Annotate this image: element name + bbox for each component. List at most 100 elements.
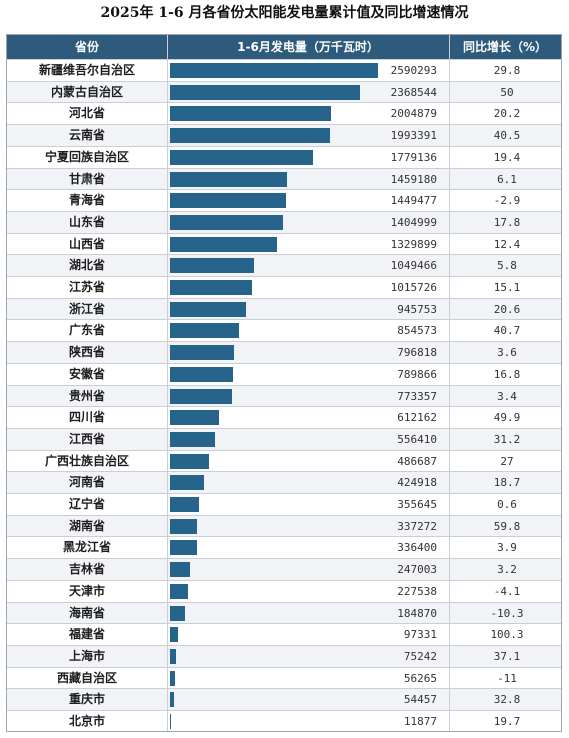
- bar: [170, 280, 252, 295]
- yoy-label: 100.3: [490, 628, 524, 642]
- bar: [170, 214, 283, 230]
- yoy-label: -11: [497, 671, 517, 685]
- table-row: 江苏省 1015726 15.1: [7, 276, 561, 298]
- yoy-label: -4.1: [493, 584, 521, 598]
- bar: [170, 714, 171, 729]
- bar: [170, 63, 378, 78]
- value-label: 1779136: [390, 150, 437, 164]
- value-label: 2004879: [390, 107, 437, 121]
- province-label: 新疆维吾尔自治区: [38, 63, 135, 77]
- province-label: 贵州省: [68, 388, 105, 403]
- table-row: 江西省 556410 31.2: [7, 427, 561, 450]
- table-header: 省份 1-6月发电量（万千瓦时） 同比增长（%）: [7, 35, 561, 59]
- yoy-label: -2.9: [493, 194, 521, 208]
- province-label: 海南省: [68, 605, 105, 620]
- bar: [170, 518, 198, 534]
- yoy-label: 20.2: [493, 107, 521, 121]
- bar: [170, 301, 246, 317]
- bar: [170, 106, 331, 122]
- bar: [170, 345, 234, 361]
- header-value: 1-6月发电量（万千瓦时）: [237, 40, 379, 54]
- yoy-label: 3.9: [497, 541, 517, 555]
- value-label: 2590293: [390, 64, 437, 77]
- value-label: 97331: [403, 628, 437, 642]
- yoy-label: 6.1: [497, 172, 517, 186]
- province-label: 青海省: [68, 193, 105, 208]
- table-row: 黑龙江省 336400 3.9: [7, 536, 561, 558]
- table-row: 云南省 1993391 40.5: [7, 124, 561, 147]
- table-row: 天津市 227538 -4.1: [7, 579, 561, 602]
- header-province: 省份: [74, 40, 99, 54]
- value-label: 1015726: [390, 281, 437, 294]
- table-row: 湖南省 337272 59.8: [7, 514, 561, 537]
- yoy-label: 32.8: [493, 693, 521, 707]
- province-label: 重庆市: [68, 692, 105, 707]
- province-label: 河北省: [68, 106, 105, 121]
- province-label: 黑龙江省: [62, 540, 111, 555]
- province-label: 福建省: [68, 627, 105, 642]
- yoy-label: 37.1: [493, 649, 521, 663]
- bar: [170, 583, 189, 599]
- province-label: 湖南省: [68, 518, 105, 533]
- yoy-label: 5.8: [497, 259, 517, 273]
- yoy-label: 15.1: [493, 281, 521, 294]
- province-label: 西藏自治区: [56, 670, 117, 685]
- table-row: 上海市 75242 37.1: [7, 644, 561, 667]
- value-label: 486687: [397, 454, 437, 468]
- province-label: 浙江省: [68, 301, 105, 316]
- value-label: 75242: [403, 649, 437, 663]
- province-label: 上海市: [68, 648, 105, 663]
- value-label: 2368544: [390, 85, 437, 99]
- bar: [170, 431, 215, 447]
- table-row: 吉林省 247003 3.2: [7, 558, 561, 581]
- province-label: 甘肃省: [68, 171, 105, 186]
- bar: [170, 171, 288, 187]
- bar: [170, 323, 239, 339]
- table-row: 山东省 1404999 17.8: [7, 210, 561, 233]
- province-label: 湖北省: [68, 258, 105, 273]
- value-label: 336400: [397, 541, 437, 555]
- table-row: 辽宁省 355645 0.6: [7, 493, 561, 515]
- bar: [170, 410, 220, 426]
- province-label: 辽宁省: [68, 497, 105, 511]
- value-label: 796818: [397, 346, 437, 360]
- yoy-label: 29.8: [493, 64, 521, 77]
- value-label: 1329899: [390, 237, 437, 251]
- table-row: 新疆维吾尔自治区 2590293 29.8: [7, 59, 561, 81]
- value-label: 247003: [397, 563, 437, 577]
- bar: [170, 388, 233, 404]
- yoy-label: 20.6: [493, 302, 521, 316]
- yoy-label: 17.8: [493, 215, 521, 229]
- yoy-label: -10.3: [490, 606, 524, 620]
- yoy-label: 40.7: [493, 324, 521, 338]
- table-row: 河北省 2004879 20.2: [7, 102, 561, 124]
- value-label: 184870: [397, 606, 437, 620]
- bar: [170, 605, 185, 621]
- yoy-label: 18.7: [493, 476, 521, 490]
- yoy-label: 27: [500, 454, 514, 468]
- yoy-label: 3.4: [497, 389, 517, 403]
- province-label: 陕西省: [68, 345, 105, 360]
- yoy-label: 40.5: [493, 129, 521, 143]
- table-row: 宁夏回族自治区 1779136 19.4: [7, 145, 561, 168]
- province-label: 安徽省: [68, 366, 105, 381]
- table-row: 青海省 1449477 -2.9: [7, 189, 561, 211]
- yoy-label: 3.2: [497, 563, 517, 577]
- bar: [170, 149, 313, 165]
- bar: [170, 236, 277, 252]
- province-label: 河南省: [68, 475, 105, 490]
- bar: [170, 648, 177, 664]
- yoy-label: 31.2: [493, 432, 521, 446]
- value-label: 612162: [397, 411, 437, 425]
- chart-title: 2025年 1-6 月各省份太阳能发电量累计值及同比增速情况: [100, 5, 469, 21]
- header-yoy: 同比增长（%）: [462, 40, 548, 54]
- value-label: 773357: [397, 389, 437, 403]
- column-divider: [449, 35, 450, 731]
- bar: [170, 540, 197, 556]
- data-table: 省份 1-6月发电量（万千瓦时） 同比增长（%） 新疆维吾尔自治区 2590293…: [6, 34, 562, 732]
- bar: [170, 193, 287, 209]
- bar: [170, 366, 234, 382]
- province-label: 广东省: [68, 323, 105, 338]
- bar: [170, 453, 210, 469]
- table-row: 西藏自治区 56265 -11: [7, 666, 561, 689]
